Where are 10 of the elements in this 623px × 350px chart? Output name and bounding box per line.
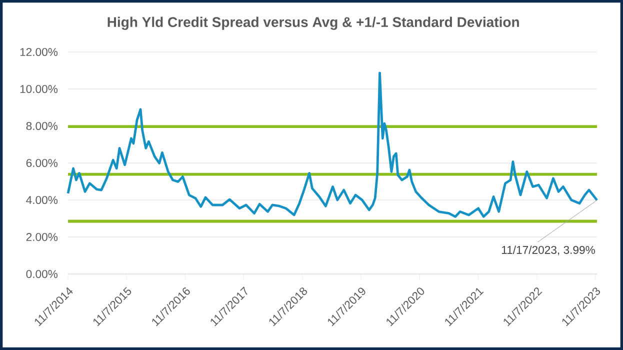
y-tick-label: 8.00% xyxy=(26,122,58,130)
y-tick-label: 4.00% xyxy=(26,196,58,204)
y-tick-label: 10.00% xyxy=(20,84,58,94)
y-tick-label: 6.00% xyxy=(26,158,58,168)
y-tick-label: 12.00% xyxy=(20,48,58,56)
y-tick-label: 0.00% xyxy=(26,270,58,278)
annotation: 11/17/2023, 3.99% xyxy=(502,246,595,256)
chart-title: High Yld Credit Spread versus Avg & +1/-1 Standard Deviation xyxy=(108,16,519,30)
y-tick-label: 2.00% xyxy=(26,233,58,242)
line-series xyxy=(66,72,598,218)
